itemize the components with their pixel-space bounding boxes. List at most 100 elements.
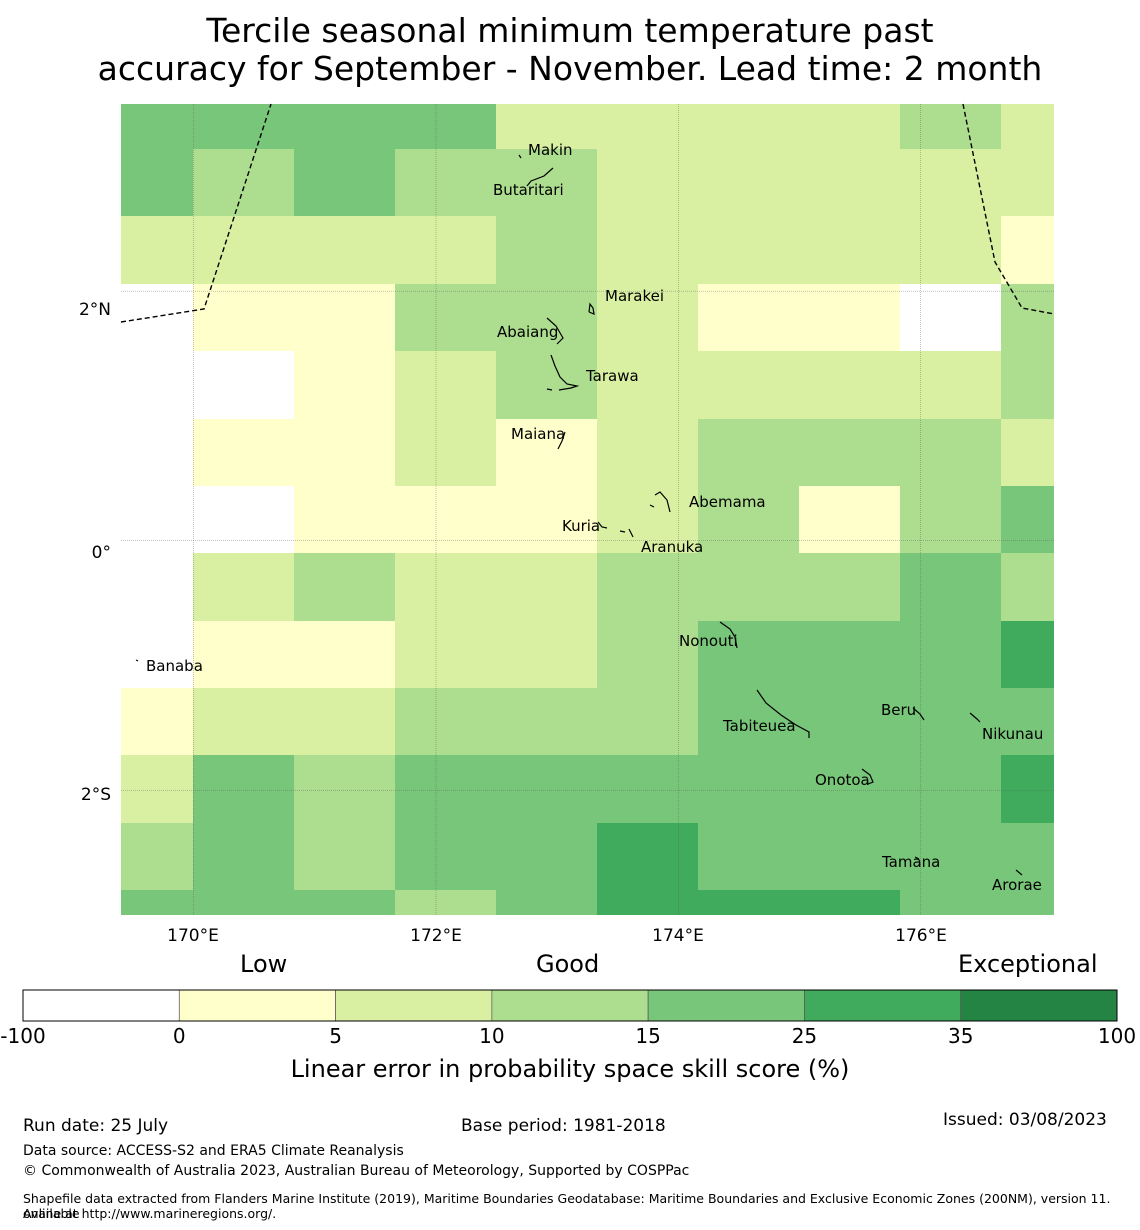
island-outline	[518, 154, 522, 159]
skill-cell	[395, 216, 496, 284]
skill-cell	[698, 284, 799, 351]
skill-cell	[294, 823, 395, 890]
colorbar	[22, 989, 1118, 1022]
skill-cell	[698, 755, 799, 823]
colorbar-tick-label: 5	[329, 1024, 342, 1048]
copyright: © Commonwealth of Australia 2023, Austra…	[23, 1163, 690, 1179]
skill-cell	[294, 755, 395, 823]
colorbar-swatch	[960, 989, 1118, 1022]
place-label-abemama: Abemama	[689, 493, 766, 511]
skill-cell	[121, 688, 193, 755]
skill-cell	[193, 890, 294, 915]
skill-cell	[1001, 890, 1054, 915]
skill-cell	[294, 104, 395, 149]
skill-cell	[597, 755, 698, 823]
island-outline	[546, 317, 564, 345]
skill-cell	[799, 553, 900, 621]
skill-cell	[799, 823, 900, 890]
skill-cell	[799, 890, 900, 915]
skill-cell	[799, 755, 900, 823]
skill-cell	[496, 553, 597, 621]
island-outline	[756, 689, 810, 738]
skill-cell	[698, 621, 799, 688]
island-outline	[546, 388, 553, 391]
skill-cell	[900, 823, 1001, 890]
skill-cell	[900, 688, 1001, 755]
place-label-nonouti: Nonouti	[679, 632, 738, 650]
skill-cell	[395, 419, 496, 486]
lon-tick-label: 172°E	[410, 926, 462, 946]
skill-cell	[698, 823, 799, 890]
skill-cell	[900, 351, 1001, 419]
island-outline	[550, 354, 580, 391]
colorbar-swatch	[647, 989, 805, 1022]
colorbar-swatch	[22, 989, 180, 1022]
skill-cell	[121, 104, 193, 149]
skill-cell	[597, 486, 698, 553]
lon-tick-label: 174°E	[652, 926, 704, 946]
skill-cell	[121, 755, 193, 823]
island-outline	[135, 659, 139, 662]
skill-cell	[294, 351, 395, 419]
skill-cell	[496, 890, 597, 915]
skill-cell	[1001, 553, 1054, 621]
skill-cell	[496, 755, 597, 823]
skill-cell	[597, 823, 698, 890]
skill-cell	[496, 351, 597, 419]
lon-tick-label: 176°E	[895, 926, 947, 946]
axis-tick-labels: 170°E 172°E 174°E 176°E 2°N 0° 2°S	[79, 300, 947, 946]
maritime-boundaries	[120, 103, 1055, 323]
skill-cell	[1001, 149, 1054, 216]
colorbar-exceptional-label: Exceptional	[958, 950, 1098, 978]
skill-cell	[294, 890, 395, 915]
skill-cell	[698, 553, 799, 621]
island-outline	[557, 431, 566, 450]
skill-cell	[698, 149, 799, 216]
island-outline	[654, 491, 671, 513]
island-outline	[597, 521, 608, 529]
skill-cell	[496, 486, 597, 553]
skill-cell	[1001, 419, 1054, 486]
skill-cell	[900, 284, 1001, 351]
colorbar-swatch	[491, 989, 649, 1022]
colorbar-tick-label: 25	[791, 1024, 818, 1048]
skill-cell	[900, 755, 1001, 823]
skill-cell	[395, 486, 496, 553]
skill-cell	[121, 216, 193, 284]
colorbar-axis-label: Linear error in probability space skill …	[290, 1055, 850, 1083]
island-outline	[619, 530, 626, 533]
skill-cell	[395, 755, 496, 823]
skill-cell	[799, 688, 900, 755]
skill-cell	[1001, 284, 1054, 351]
skill-cell	[496, 284, 597, 351]
data-source: Data source: ACCESS-S2 and ERA5 Climate …	[23, 1143, 404, 1159]
skill-cell	[395, 890, 496, 915]
place-label-maiana: Maiana	[511, 425, 565, 443]
skill-cell	[900, 553, 1001, 621]
place-label-makin: Makin	[528, 141, 573, 159]
eez-boundary-east	[962, 103, 1055, 315]
skill-cell	[597, 284, 698, 351]
skill-cell	[294, 149, 395, 216]
lat-tick-label: 0°	[92, 543, 111, 563]
island-outline	[526, 167, 554, 187]
place-label-tarawa: Tarawa	[585, 367, 639, 385]
skill-cell	[193, 419, 294, 486]
colorbar-tick-label: 35	[947, 1024, 974, 1048]
skill-cell	[395, 688, 496, 755]
skill-cell	[193, 486, 294, 553]
skill-cell	[799, 621, 900, 688]
colorbar-tick-label: -100	[0, 1024, 46, 1048]
skill-cell	[597, 351, 698, 419]
skill-cell	[395, 149, 496, 216]
skill-cell	[698, 104, 799, 149]
skill-grid	[121, 104, 1054, 915]
skill-cell	[395, 351, 496, 419]
skill-cell	[395, 284, 496, 351]
skill-cell	[395, 823, 496, 890]
place-label-tabiteuea: Tabiteuea	[722, 717, 796, 735]
place-label-banaba: Banaba	[146, 657, 203, 675]
skill-cell	[193, 284, 294, 351]
skill-cell	[121, 890, 193, 915]
skill-cell	[698, 419, 799, 486]
